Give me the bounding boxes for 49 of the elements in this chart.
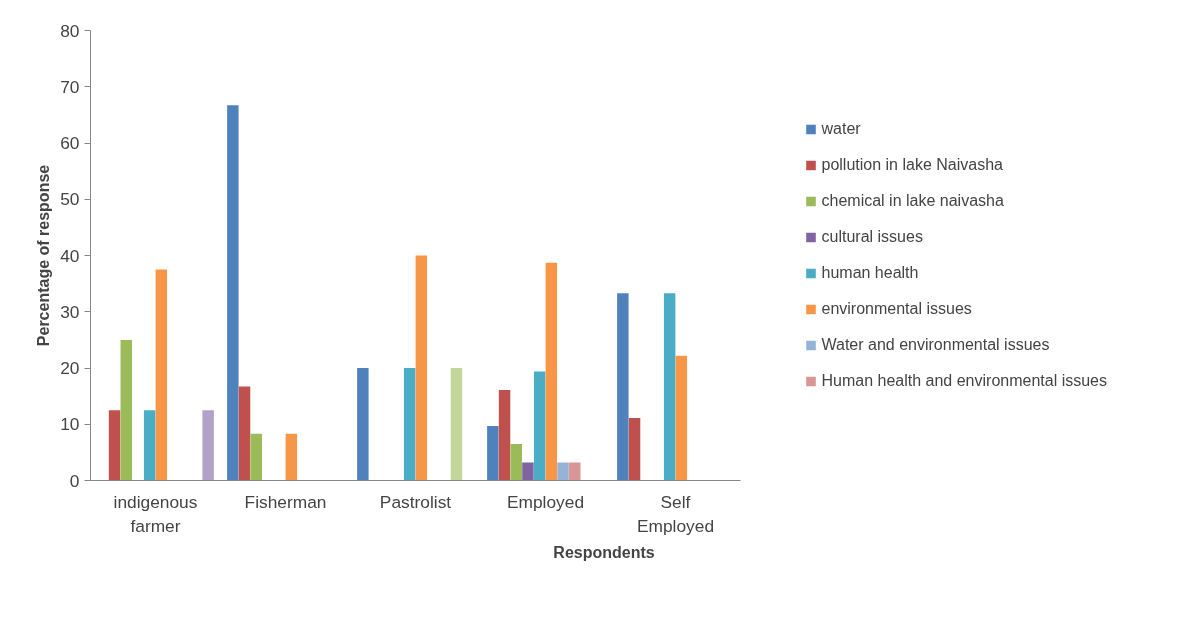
legend-label: pollution in lake Naivasha <box>821 156 1003 174</box>
bar <box>143 410 156 481</box>
bar <box>415 255 428 481</box>
x-tick-label: Employed <box>506 491 585 512</box>
x-tick-label: Pastrolist <box>379 491 452 512</box>
bar <box>569 462 581 481</box>
y-tick-label: 50 <box>60 189 80 210</box>
y-tick-label: 40 <box>60 245 80 266</box>
bar <box>557 462 569 481</box>
y-tick-label: 0 <box>69 470 80 491</box>
bar <box>285 433 298 481</box>
bar <box>227 105 239 481</box>
legend-label: chemical in lake naivasha <box>821 192 1004 210</box>
y-tick-label: 20 <box>60 358 80 378</box>
legend-label: human health <box>821 264 919 282</box>
bar <box>238 386 251 481</box>
legend-label: cultural issues <box>821 228 923 246</box>
legend-label: environmental issues <box>821 300 972 318</box>
y-tick-label: 70 <box>60 76 80 97</box>
x-tick-label: Self Employed <box>636 491 715 536</box>
bar <box>522 462 534 481</box>
bar <box>202 410 214 481</box>
legend-label: water <box>821 120 861 138</box>
y-tick-label: 10 <box>60 414 80 435</box>
y-axis-title: Percentage of response <box>35 164 53 347</box>
y-tick-label: 30 <box>60 301 80 322</box>
bar <box>357 368 369 481</box>
bar <box>120 339 132 481</box>
bar <box>617 293 629 481</box>
bar <box>450 368 463 481</box>
bar <box>155 269 168 481</box>
bar <box>250 433 262 481</box>
legend-label: Human health and environmental issues <box>821 372 1107 390</box>
bar <box>108 410 121 481</box>
y-tick-label: 80 <box>60 20 80 41</box>
bar <box>498 389 511 481</box>
bar <box>487 425 499 481</box>
bar <box>663 293 676 481</box>
x-axis-title: Respondents <box>553 543 655 561</box>
bar <box>533 371 546 481</box>
bar <box>510 443 522 481</box>
x-tick-label: Fisherman <box>244 491 327 512</box>
bar <box>628 418 641 481</box>
bar <box>545 262 558 481</box>
legend-label: Water and environmental issues <box>821 336 1050 354</box>
y-tick-label: 60 <box>60 133 80 153</box>
bar <box>403 368 416 481</box>
bar <box>675 355 688 481</box>
x-tick-label: indigenous farmer <box>113 491 198 536</box>
